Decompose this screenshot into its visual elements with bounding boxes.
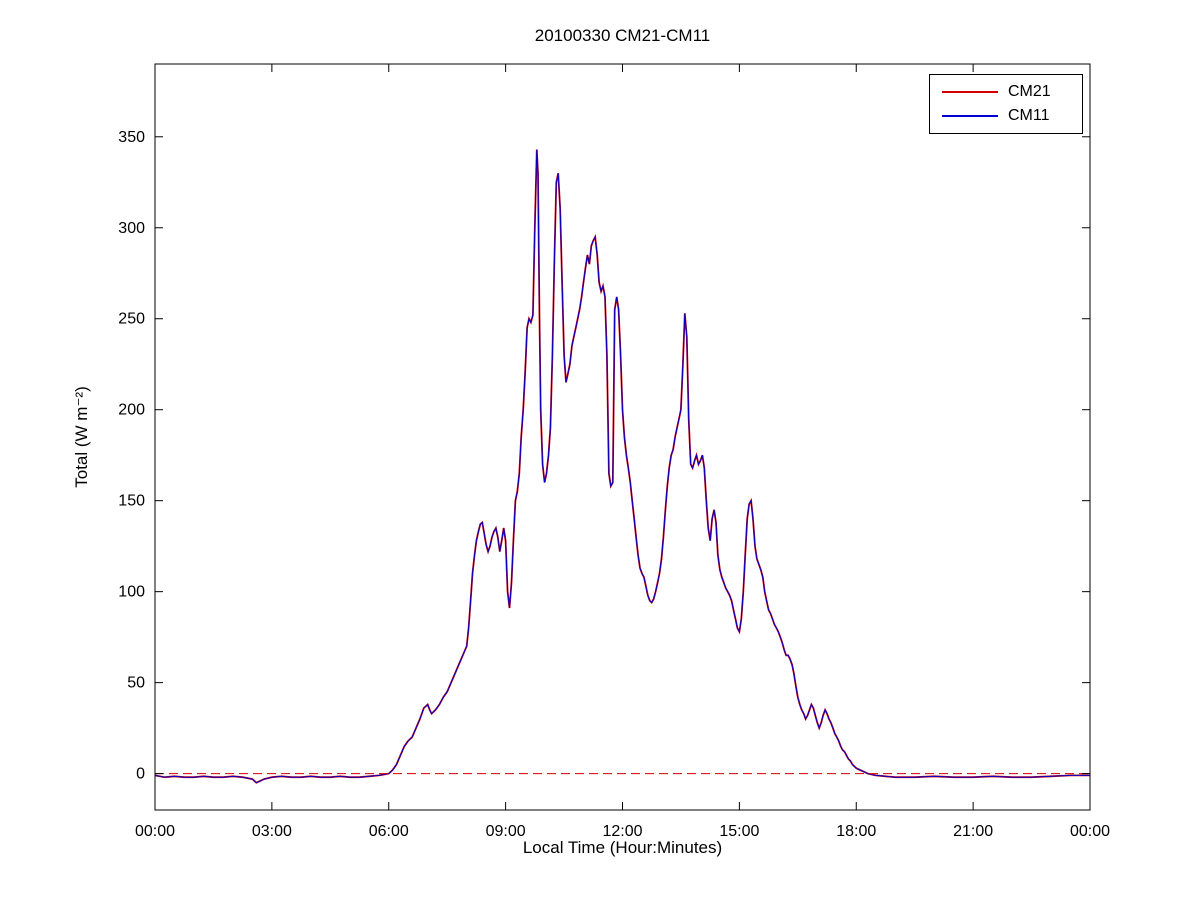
x-tick-label: 06:00 (369, 823, 409, 840)
y-tick-label: 0 (136, 766, 145, 783)
x-tick-label: 09:00 (486, 823, 526, 840)
legend-item-cm21: CM21 (930, 80, 1082, 104)
series-line-cm21 (154, 149, 1090, 784)
series-line-cm11 (154, 149, 1090, 784)
y-axis-label: Total (W m⁻²) (72, 386, 91, 488)
legend-label-cm11: CM11 (1008, 107, 1050, 124)
x-tick-label: 21:00 (953, 823, 993, 840)
x-tick-label: 03:00 (252, 823, 292, 840)
x-tick-label: 00:00 (135, 823, 175, 840)
legend-label-cm21: CM21 (1008, 83, 1051, 100)
y-tick-label: 350 (118, 129, 145, 146)
x-tick-label: 00:00 (1070, 823, 1110, 840)
y-tick-label: 300 (118, 220, 145, 237)
x-tick-label: 18:00 (836, 823, 876, 840)
chart-title: 20100330 CM21-CM11 (534, 26, 711, 45)
x-axis-label: Local Time (Hour:Minutes) (522, 838, 723, 857)
cm11-line-sample (942, 115, 998, 117)
y-tick-label: 200 (118, 402, 145, 419)
y-tick-label: 50 (127, 675, 145, 692)
legend: CM21 CM11 (929, 74, 1083, 134)
x-tick-label: 12:00 (602, 823, 642, 840)
y-tick-label: 150 (118, 493, 145, 510)
cm21-line-sample (942, 91, 998, 93)
y-tick-label: 100 (118, 584, 145, 601)
x-tick-label: 15:00 (719, 823, 759, 840)
y-tick-label: 250 (118, 311, 145, 328)
legend-item-cm11: CM11 (930, 104, 1082, 128)
axes-box (154, 63, 1091, 811)
